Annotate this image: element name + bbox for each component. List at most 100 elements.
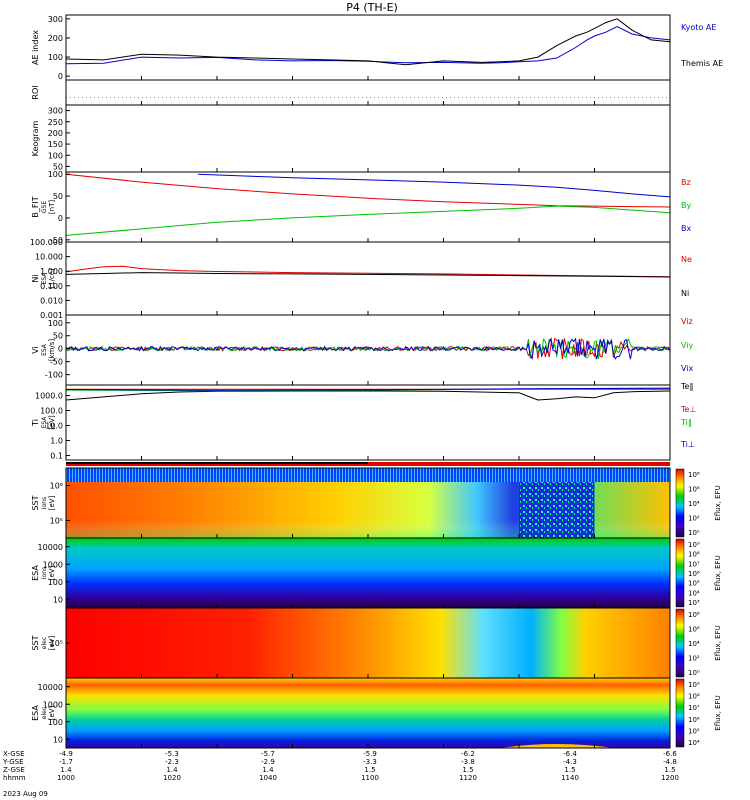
orbit-value-3-4: 1120 [459, 774, 477, 782]
ytick-label-bfield-0: -50 [50, 236, 63, 245]
ytick-label-keogram-5: 300 [48, 107, 63, 116]
ylabel-bfield: B_FIT [31, 196, 40, 217]
ytick-label-sst_ion-1: 10⁶ [50, 482, 63, 491]
colorbar-tick-esa_elec-0: 10⁹ [688, 681, 700, 689]
orbit-value-3-2: 1040 [259, 774, 277, 782]
series-ae-kyotoae [65, 25, 671, 65]
colorbar-tick-esa_ion-6: 10³ [688, 599, 700, 607]
ytick-label-ae-3: 300 [48, 15, 63, 24]
orbit-value-2-2: 1.4 [262, 766, 274, 774]
colorbar-tick-esa_ion-2: 10⁷ [688, 560, 700, 568]
ytick-label-keogram-2: 150 [48, 140, 63, 149]
ytick-label-bfield-1: 0 [58, 214, 63, 223]
ytick-label-velocity-3: 50 [53, 332, 63, 341]
yunit-temperature: [eV] [48, 415, 56, 430]
series-temperature-ti [65, 387, 671, 391]
orbit-value-0-1: -5.3 [165, 750, 179, 758]
series-density-ne [65, 265, 671, 278]
legend-bfield-1: By [681, 201, 691, 210]
yunit-sst_ion: [eV] [48, 495, 56, 510]
ytick-label-velocity-0: -100 [45, 371, 63, 380]
ytick-label-density-1: 0.010 [40, 296, 63, 305]
orbit-value-1-1: -2.3 [165, 758, 179, 766]
figure-title: P4 (TH-E) [346, 1, 398, 14]
panel-frame-keogram [65, 104, 671, 173]
orbit-value-3-1: 1020 [163, 774, 181, 782]
orbit-value-2-0: 1.4 [60, 766, 72, 774]
ylabel-ae: AE index [31, 30, 40, 65]
date-label: 2023 Aug 09 [3, 790, 48, 798]
colorbar-tick-esa_ion-0: 10⁹ [688, 541, 700, 549]
orbit-value-2-4: 1.5 [462, 766, 473, 774]
yunit-esa_ion: [eV] [48, 565, 56, 580]
orbit-value-1-2: -2.9 [261, 758, 275, 766]
orbit-row-label-1: Y-GSE [2, 758, 24, 766]
legend-velocity-0: Viz [681, 317, 693, 326]
series-bfield-bx [198, 173, 671, 198]
ylabel-sst_elec: SST [31, 635, 40, 650]
colorbar-tick-esa_elec-5: 10⁴ [688, 739, 700, 747]
ytick-label-esa_ion-0: 10 [53, 595, 63, 604]
ytick-label-esa_ion-1: 100 [48, 578, 63, 587]
orbit-value-3-3: 1100 [361, 774, 379, 782]
ytick-label-velocity-2: 0 [58, 345, 63, 354]
colorbar-tick-esa_ion-3: 10⁶ [688, 570, 700, 578]
panel-frame-temperature [65, 384, 671, 461]
orbit-row-label-3: hhmm [3, 774, 26, 782]
orbit-value-1-3: -3.3 [363, 758, 377, 766]
orbit-value-0-4: -6.2 [461, 750, 475, 758]
ytick-label-density-5: 100.000 [30, 238, 63, 247]
ytick-label-ae-2: 200 [48, 34, 63, 43]
orbit-value-0-5: -6.4 [563, 750, 577, 758]
ytick-label-esa_elec-3: 10000 [38, 683, 63, 692]
ytick-label-temperature-0: 0.1 [50, 451, 63, 460]
colorbar-tick-sst_ion-3: 10² [688, 515, 700, 523]
colorbar-tick-esa_elec-2: 10⁷ [688, 704, 700, 712]
ytick-label-velocity-4: 100 [48, 319, 63, 328]
colorbar-tick-sst_elec-2: 10⁴ [688, 640, 700, 648]
heatmap-sst-ion-top-band [66, 468, 670, 482]
legend-ae-0: Kyoto AE [681, 23, 716, 32]
ytick-label-density-3: 1.000 [40, 267, 63, 276]
colorbar-tick-esa_elec-3: 10⁶ [688, 716, 700, 724]
ytick-label-sst_elec-0: 10⁵ [50, 639, 63, 648]
series-bfield-by [65, 205, 671, 236]
colorbar-tick-sst_elec-3: 10² [688, 655, 700, 663]
legend-ae-1: Themis AE [680, 59, 723, 68]
orbit-value-1-0: -1.7 [59, 758, 73, 766]
legend-velocity-1: Viy [681, 341, 694, 350]
panel-frame-ae [65, 14, 671, 81]
colorbar-esa_ion [675, 538, 685, 608]
yunit-sst_elec: [eV] [48, 635, 56, 650]
ysublabel-esa_elec: elec [41, 707, 48, 719]
ysublabel-sst_elec: elec [41, 637, 48, 649]
orbit-value-2-5: 1.5 [564, 766, 575, 774]
heatmap-sst-ion-dropout [519, 482, 595, 538]
ytick-label-density-2: 0.100 [40, 282, 63, 291]
ytick-label-temperature-1: 1.0 [50, 436, 63, 445]
colorbar-sst_elec [675, 608, 685, 678]
colorbar-tick-sst_ion-4: 10⁰ [688, 529, 700, 537]
legend-density-0: Ne [681, 255, 692, 264]
ytick-label-esa_elec-0: 10 [53, 735, 63, 744]
ytick-label-density-4: 10.000 [35, 253, 63, 262]
orbit-value-0-6: -6.6 [663, 750, 677, 758]
yunit-bfield: [nT] [48, 200, 56, 214]
orbit-value-1-4: -3.8 [461, 758, 475, 766]
ysublabel-density: ESA [41, 272, 48, 285]
panel-frame-density [65, 241, 671, 316]
legend-temperature-0: Te‖ [680, 382, 693, 391]
colorbar-tick-sst_elec-4: 10⁰ [688, 669, 700, 677]
ytick-label-keogram-4: 250 [48, 118, 63, 127]
ysublabel-temperature: ESA [41, 416, 48, 429]
ytick-label-temperature-4: 1000.0 [35, 391, 63, 400]
orbit-value-0-3: -5.9 [363, 750, 377, 758]
ytick-label-temperature-2: 10.0 [45, 421, 63, 430]
ytick-label-esa_elec-2: 1000 [43, 700, 63, 709]
orbit-value-2-3: 1.5 [364, 766, 375, 774]
ysublabel-sst_ion: ions [41, 497, 48, 509]
colorbar-label-sst_elec: Eflux, EFU [714, 625, 722, 660]
ylabel-esa_elec: ESA [31, 705, 40, 721]
colorbar-tick-sst_elec-1: 10⁶ [688, 626, 700, 634]
ylabel-roi: ROI [31, 85, 40, 99]
